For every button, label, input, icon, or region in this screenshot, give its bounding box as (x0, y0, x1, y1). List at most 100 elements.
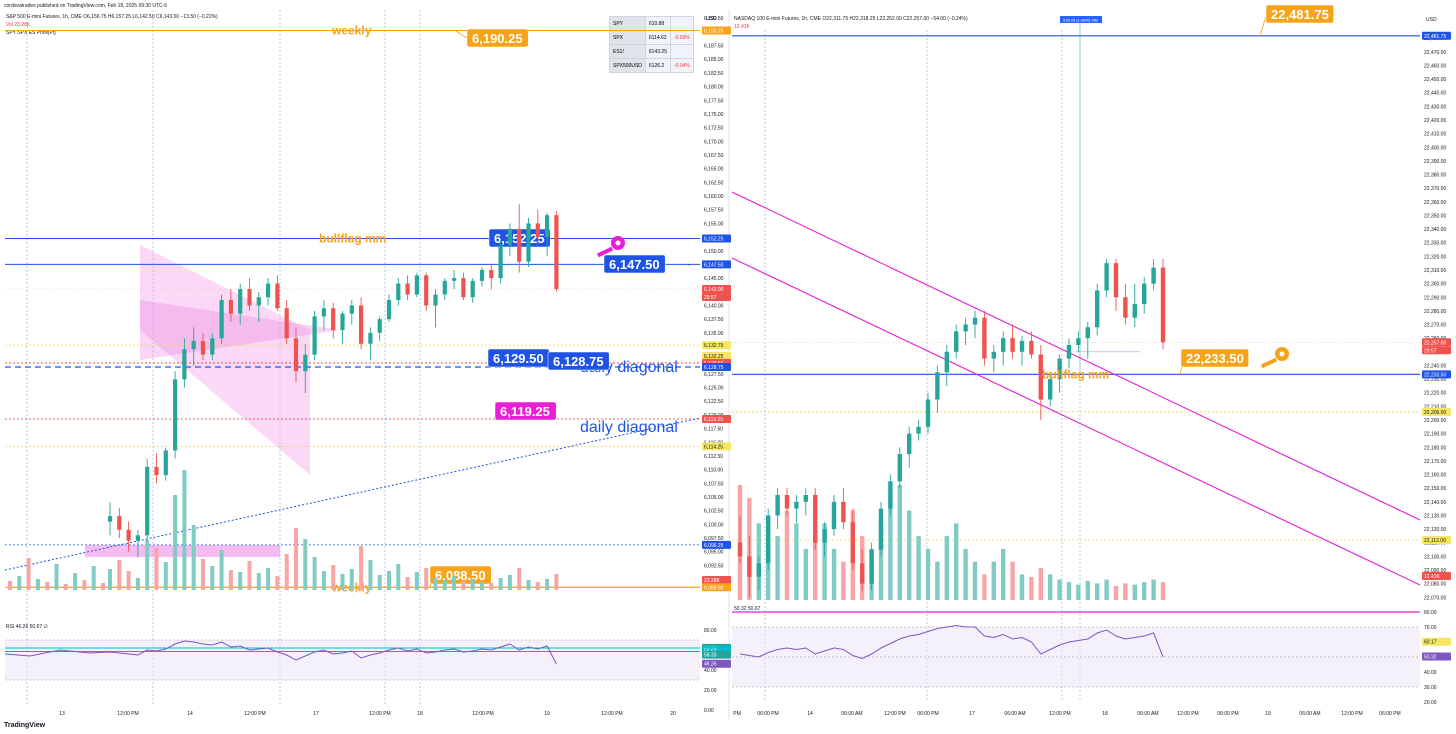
left-candle-body (526, 223, 531, 262)
right-price-tick: 22,400.00 (1424, 145, 1446, 151)
left-callout-6147-bg (603, 254, 666, 274)
left-rsi-line (4, 640, 557, 665)
left-volume-bar (154, 548, 159, 590)
right-volume-bar (1066, 582, 1072, 600)
left-axis-badge: 6,152.25 (704, 236, 724, 242)
right-volume-bar (963, 548, 968, 600)
left-callout-6088-bg (429, 565, 492, 585)
left-time-tick: 14 (187, 711, 193, 717)
right-price-tick: 22,360.00 (1424, 200, 1446, 206)
watchlist-row[interactable]: SPY 610.88 (609, 16, 694, 31)
right-candle-body (1151, 267, 1156, 284)
right-candle-body (888, 481, 893, 509)
left-candle-body (498, 245, 503, 279)
right-symbol-header: NASDAQ 100 E-mini Futures, 1h, CME O22,3… (734, 16, 968, 22)
right-price-tick: 22,130.00 (1424, 513, 1446, 519)
right-candle-body (1029, 340, 1034, 355)
left-time-tick: 17 (313, 711, 319, 717)
right-candle-body (878, 508, 884, 550)
left-volume-bar (228, 570, 233, 590)
right-price-tick: 22,470.00 (1424, 50, 1446, 56)
right-measure-badge: 239.25 (1.08%) 952 (1063, 18, 1099, 23)
right-volume-bar (841, 561, 846, 600)
left-volume-bar (266, 568, 271, 590)
right-price-tick: 22,350.00 (1424, 213, 1446, 219)
right-volume-bar (1057, 579, 1062, 600)
right-axis-badge-bg (1422, 407, 1451, 416)
left-candle-body (489, 269, 494, 279)
left-volume-bar (507, 575, 512, 590)
left-axis-badge: 6,132.75 (704, 343, 724, 349)
right-price-tick: 22,240.00 (1424, 363, 1446, 369)
right-volume-bar (1010, 561, 1015, 600)
left-rsi-badge: 58.33 (704, 653, 717, 659)
right-time-tick: 06:00 PM (917, 711, 938, 717)
right-candle-body (756, 563, 761, 577)
right-axis-badge-bg (1422, 346, 1451, 355)
left-price-tick: 6,160.00 (704, 194, 724, 200)
left-candle-body (359, 305, 364, 344)
left-axis-badge: 6,143.00 (704, 287, 724, 293)
left-volume-bar (414, 572, 419, 590)
right-price-tick: 22,290.00 (1424, 295, 1446, 301)
right-price-tick: 22,410.00 (1424, 132, 1446, 138)
left-weekly-label: weekly (331, 24, 372, 38)
right-candle-body (775, 495, 780, 516)
left-candle-body (238, 289, 243, 314)
watchlist-row[interactable]: SPX 6114.62 -0.03% (609, 30, 694, 45)
left-candle-body (470, 280, 475, 298)
left-time-tick: 12:00 PM (117, 711, 138, 717)
right-volume-bar (944, 536, 949, 600)
right-axis-badge-bg (1422, 338, 1451, 347)
right-time-tick: 06:00 AM (841, 711, 862, 717)
right-price-tick: 22,120.00 (1424, 527, 1446, 533)
right-volume-bar (972, 561, 978, 600)
right-price-tick: 22,390.00 (1424, 159, 1446, 165)
right-price-tick: 22,220.00 (1424, 391, 1446, 397)
left-candle-body (126, 529, 131, 541)
right-axis-badge: 22,206.00 (1424, 410, 1446, 416)
left-callout-6128-bg (547, 351, 610, 371)
left-candle-body (321, 308, 326, 317)
right-time-tick: 06:00 AM (1299, 711, 1320, 717)
watchlist-row[interactable]: SPX500USD 6126.2 -0.04% (609, 58, 694, 73)
left-volume-bar (182, 470, 187, 590)
left-price-tick: 6,157.50 (704, 208, 724, 214)
right-candle-body (1057, 358, 1062, 380)
right-candle-body (1066, 345, 1072, 359)
left-volume-bar (554, 574, 559, 590)
left-price-tick: 6,095.00 (704, 550, 724, 556)
right-candle-body (850, 522, 855, 564)
left-volume-bar (163, 562, 168, 590)
left-candle-body (452, 278, 457, 281)
left-price-tick: 6,170.00 (704, 139, 724, 145)
left-axis-badge: 6,096.25 (704, 543, 724, 549)
key-icon-shaft (596, 246, 614, 258)
right-candle-body (907, 433, 912, 455)
right-volume-bar (1019, 574, 1025, 600)
left-candle-body (191, 341, 196, 350)
left-volume-bar (405, 577, 410, 590)
left-axis-badge: 6,114.25 (704, 444, 723, 450)
left-bullflag-label: bullflag mm (319, 231, 386, 245)
right-volume-bar (1029, 577, 1034, 600)
right-axis-badge-bg (1422, 31, 1451, 40)
left-volume-bar (470, 579, 475, 590)
left-callout-6088: 6,088.50 (435, 568, 486, 583)
left-time-tick: 20 (670, 711, 676, 717)
right-rsi-badge: 50.32 (1424, 655, 1437, 661)
watchlist-value: 610.88 (644, 16, 671, 31)
key-icon-shaft (1260, 357, 1278, 369)
left-volume-bar (91, 566, 96, 590)
left-volume-bar (135, 578, 140, 590)
left-candle-body (554, 215, 559, 290)
right-candle-body (1123, 297, 1128, 318)
left-volume-bar (480, 582, 484, 590)
left-candle-body (312, 316, 317, 355)
right-volume-bar (907, 510, 912, 600)
left-time-tick: 13 (59, 711, 65, 717)
right-price-tick: 22,370.00 (1424, 186, 1446, 192)
right-volume-bar (1142, 582, 1147, 600)
right-candle-body (1142, 283, 1147, 305)
